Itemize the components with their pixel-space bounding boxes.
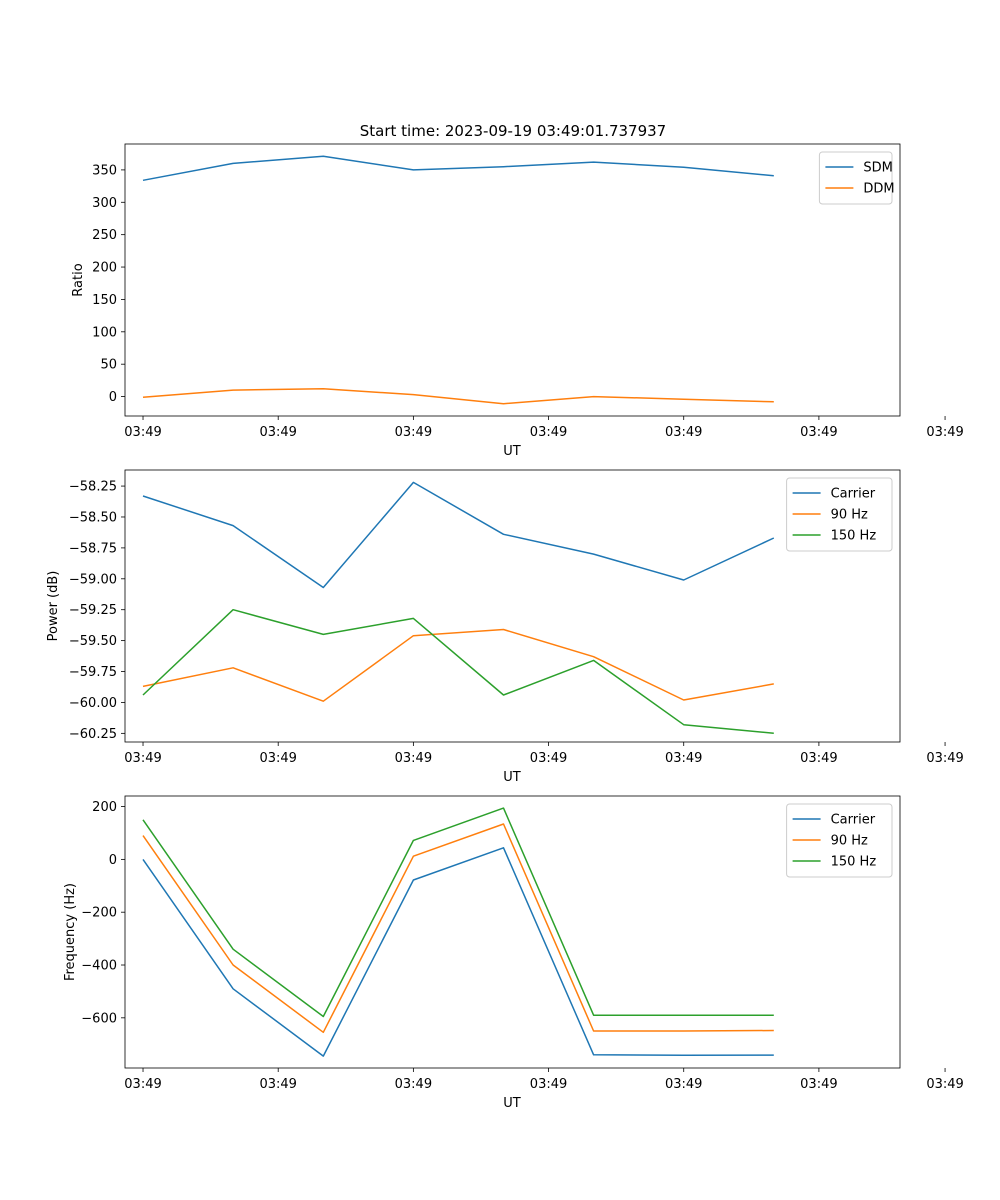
y-tick-label: 50 [100, 358, 117, 373]
legend-label: Carrier [831, 487, 876, 502]
chart-frequency: 03:49 03:49 03:49 03:49 03:49 03:49 03:49 200 0 −… [63, 795, 964, 1111]
y-tick-label: 200 [92, 800, 117, 815]
x-tick-label: 03:49 [259, 1077, 296, 1092]
series-line-90-hz [142, 823, 774, 1034]
plot-frame [124, 469, 901, 743]
x-axis-label: UT [503, 770, 521, 785]
x-tick-label: 03:49 [395, 751, 432, 766]
series-line-150-hz [142, 807, 774, 1018]
y-axis-label: Ratio [71, 263, 86, 296]
x-tick-label: 03:49 [800, 425, 837, 440]
legend-box [786, 803, 893, 878]
x-tick-label: 03:49 [800, 1077, 837, 1092]
series-line-sdm [142, 155, 774, 182]
y-tick-label: 200 [92, 261, 117, 276]
x-axis-label: UT [503, 444, 521, 459]
legend-label: Carrier [831, 813, 876, 828]
y-tick-label: −400 [81, 959, 117, 974]
series-group [142, 155, 774, 405]
series-group [142, 481, 775, 735]
legend-label: SDM [863, 161, 892, 176]
y-tick-label: −58.50 [69, 510, 117, 525]
x-axis-label: UT [503, 1096, 521, 1111]
y-tick-label: −59.50 [69, 634, 117, 649]
y-tick-label: −58.75 [69, 541, 117, 556]
series-line-carrier [142, 847, 774, 1057]
x-tick-label: 03:49 [800, 751, 837, 766]
y-tick-label: −60.00 [69, 696, 117, 711]
legend-label: 150 Hz [831, 529, 877, 544]
y-tick-label: −60.25 [69, 727, 117, 742]
legend-label: 90 Hz [831, 508, 868, 523]
x-tick-label: 03:49 [530, 425, 567, 440]
y-tick-label: −59.25 [69, 603, 117, 618]
x-tick-label: 03:49 [395, 1077, 432, 1092]
legend: Carrier 90 Hz 150 Hz [786, 477, 893, 552]
x-tick-label: 03:49 [395, 425, 432, 440]
x-tick-label: 03:49 [665, 1077, 702, 1092]
x-tick-label: 03:49 [259, 751, 296, 766]
plot-frame [124, 143, 901, 417]
legend-box [786, 477, 893, 552]
legend-label: 90 Hz [831, 834, 868, 849]
charts-container: 03:49 03:49 03:49 03:49 03:49 03:49 03:49 0 50 10… [46, 143, 964, 1111]
y-tick-label: −58.25 [69, 480, 117, 495]
legend-label: DDM [863, 182, 894, 197]
series-line-carrier [142, 481, 775, 589]
chart-power: 03:49 03:49 03:49 03:49 03:49 03:49 03:49 −58.2… [46, 469, 964, 785]
y-axis-label: Power (dB) [46, 571, 61, 642]
x-tick-label: 03:49 [926, 425, 963, 440]
plot-frame [124, 795, 901, 1069]
x-tick-label: 03:49 [665, 751, 702, 766]
legend-label: 150 Hz [831, 855, 877, 870]
x-tick-label: 03:49 [926, 1077, 963, 1092]
x-tick-label: 03:49 [124, 751, 161, 766]
y-tick-label: −600 [81, 1011, 117, 1026]
y-tick-label: 100 [92, 325, 117, 340]
x-tick-label: 03:49 [665, 425, 702, 440]
series-line-150-hz [142, 608, 774, 735]
x-tick-label: 03:49 [530, 751, 567, 766]
y-tick-label: 350 [92, 163, 117, 178]
y-tick-label: 250 [92, 228, 117, 243]
y-tick-label: −59.75 [69, 665, 117, 680]
legend: SDM DDM [818, 151, 895, 205]
legend: Carrier 90 Hz 150 Hz [786, 803, 893, 878]
y-tick-label: −59.00 [69, 572, 117, 587]
chart-ratio: 03:49 03:49 03:49 03:49 03:49 03:49 03:49 0 50 10… [71, 143, 964, 459]
y-tick-label: 300 [92, 196, 117, 211]
series-line-90-hz [142, 628, 774, 702]
x-tick-label: 03:49 [926, 751, 963, 766]
x-tick-label: 03:49 [259, 425, 296, 440]
series-line-ddm [142, 388, 774, 405]
x-tick-label: 03:49 [124, 425, 161, 440]
y-axis-label: Frequency (Hz) [63, 883, 78, 981]
legend-box [818, 151, 893, 205]
x-tick-label: 03:49 [530, 1077, 567, 1092]
y-tick-label: 150 [92, 293, 117, 308]
y-tick-label: 0 [109, 390, 117, 405]
x-tick-label: 03:49 [124, 1077, 161, 1092]
y-tick-label: 0 [109, 853, 117, 868]
figure-title: Start time: 2023-09-19 03:49:01.737937 [360, 122, 666, 140]
series-group [142, 807, 774, 1057]
y-tick-label: −200 [81, 906, 117, 921]
